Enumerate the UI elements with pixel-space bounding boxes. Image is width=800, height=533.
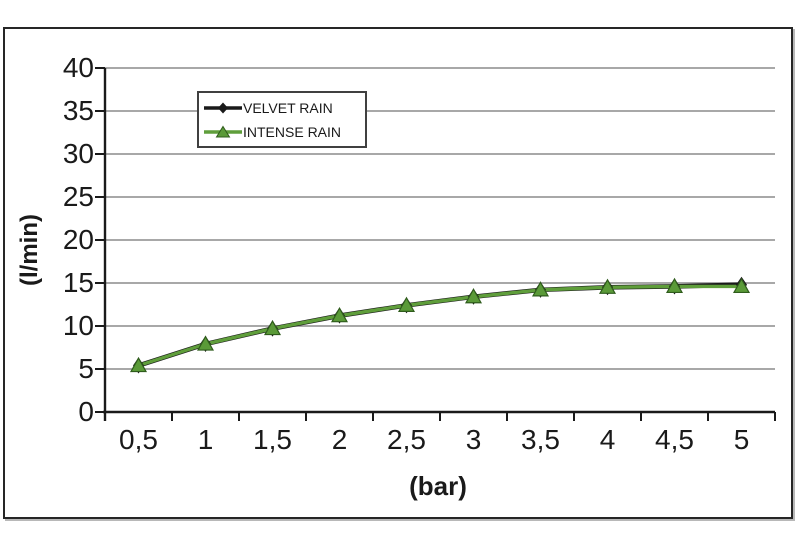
data-point-triangle — [531, 281, 550, 297]
x-tick-label: 2,5 — [387, 424, 426, 455]
legend-label-intense-rain: INTENSE RAIN — [243, 123, 342, 140]
y-axis-title: (l/min) — [16, 214, 43, 286]
y-tick-label: 5 — [78, 353, 94, 384]
data-point-triangle — [665, 277, 684, 294]
x-tick-label: 3 — [465, 424, 482, 455]
data-point-triangle — [263, 319, 282, 336]
chart-outer-frame — [3, 27, 793, 519]
data-point-triangle — [464, 288, 483, 304]
y-tick-label: 0 — [78, 396, 94, 427]
x-tick-label: 5 — [733, 424, 750, 455]
data-point-triangle — [397, 296, 416, 312]
x-tick-label: 4,5 — [655, 424, 694, 455]
intense-rain-line-triangle-icon — [204, 125, 242, 137]
y-tick-label: 20 — [62, 224, 94, 255]
x-tick-label: 0,5 — [119, 424, 158, 455]
series-line-velvet-rain — [136, 282, 744, 368]
y-tick-label: 40 — [62, 52, 94, 83]
legend-entry-intense-rain: INTENSE RAIN — [203, 121, 361, 143]
data-point-triangle — [598, 278, 617, 294]
y-tick-label: 35 — [62, 95, 94, 126]
x-tick-label: 1,5 — [253, 424, 292, 455]
plot-area — [95, 67, 776, 421]
data-point-triangle — [129, 356, 148, 373]
data-point-triangle — [330, 306, 349, 323]
y-tick-label: 10 — [62, 310, 94, 341]
x-tick-label: 3,5 — [521, 424, 560, 455]
series-line-intense-rain — [136, 284, 744, 368]
legend-entry-velvet-rain: VELVET RAIN — [203, 97, 361, 119]
x-tick-label: 1 — [197, 424, 214, 455]
y-tick-label: 25 — [62, 181, 94, 212]
velvet-rain-line-diamond-icon — [204, 102, 242, 113]
x-tick-label: 4 — [599, 424, 616, 455]
data-point-triangle — [196, 335, 215, 351]
x-axis-title: (bar) — [409, 471, 467, 501]
y-tick-label: 30 — [62, 138, 94, 169]
legend-label-velvet-rain: VELVET RAIN — [243, 99, 333, 116]
chart-legend: VELVET RAIN INTENSE RAIN — [197, 91, 367, 148]
y-tick-label: 15 — [62, 267, 94, 298]
x-tick-label: 2 — [331, 424, 348, 455]
data-point-triangle — [732, 277, 751, 294]
